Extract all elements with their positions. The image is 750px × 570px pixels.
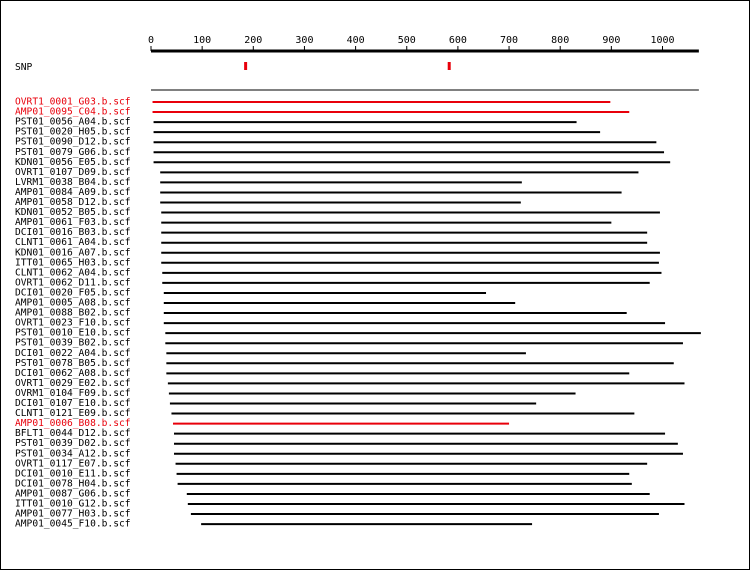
read-label: CLNT1_0061_A04.b.scf <box>15 237 131 248</box>
read-label: BFLT1_0044_D12.b.scf <box>15 428 131 439</box>
read-label: PST01_0056_A04.b.scf <box>15 117 131 128</box>
snp-label: SNP <box>15 62 33 73</box>
read-label: OVRT1_0107_D09.b.scf <box>15 167 131 178</box>
read-label: KDN01_0052_B05.b.scf <box>15 207 131 218</box>
snp-marker <box>447 62 451 70</box>
axis-tick-label: 1000 <box>650 35 674 46</box>
read-label: PST01_0010_E10.b.scf <box>15 328 131 339</box>
read-label: AMP01_0058_D12.b.scf <box>15 197 131 208</box>
axis-tick-label: 100 <box>193 35 211 46</box>
read-label: PST01_0039_B02.b.scf <box>15 338 131 349</box>
read-label: ITT01_0010_G12.b.scf <box>15 499 131 510</box>
read-label: AMP01_0061_F03.b.scf <box>15 217 131 228</box>
read-label: DCI01_0022_A04.b.scf <box>15 348 131 359</box>
axis-tick-label: 500 <box>398 35 416 46</box>
read-label: DCI01_0020_F05.b.scf <box>15 287 131 298</box>
read-label: AMP01_0045_F10.b.scf <box>15 519 131 530</box>
axis-tick-label: 700 <box>500 35 518 46</box>
read-label: OVRM1_0104_F09.b.scf <box>15 388 131 399</box>
read-label: DCI01_0016_B03.b.scf <box>15 227 131 238</box>
axis-tick-label: 300 <box>295 35 313 46</box>
read-label: OVRT1_0029_E02.b.scf <box>15 378 131 389</box>
read-label: AMP01_0095_C04.b.scf <box>15 107 131 118</box>
read-label: KDN01_0016_A07.b.scf <box>15 247 131 258</box>
read-label: AMP01_0084_A09.b.scf <box>15 187 131 198</box>
read-label: DCI01_0062_A08.b.scf <box>15 368 131 379</box>
read-label: AMP01_0087_G06.b.scf <box>15 488 131 499</box>
read-label: LVRM1_0038_B04.b.scf <box>15 177 131 188</box>
read-label: PST01_0079_G06.b.scf <box>15 147 131 158</box>
read-label: OVRT1_0001_G03.b.scf <box>15 97 131 108</box>
read-label: DCI01_0107_E10.b.scf <box>15 398 131 409</box>
read-label: AMP01_0005_A08.b.scf <box>15 298 131 309</box>
read-label: OVRT1_0062_D11.b.scf <box>15 277 131 288</box>
axis-tick-label: 600 <box>449 35 467 46</box>
read-label: KDN01_0056_E05.b.scf <box>15 157 131 168</box>
read-label: PST01_0090_D12.b.scf <box>15 137 131 148</box>
axis-tick-label: 0 <box>148 35 154 46</box>
axis-tick-label: 800 <box>551 35 569 46</box>
axis-tick-label: 200 <box>244 35 262 46</box>
read-label: PST01_0020_H05.b.scf <box>15 127 131 138</box>
read-label: AMP01_0088_B02.b.scf <box>15 308 131 319</box>
read-label: PST01_0039_D02.b.scf <box>15 438 131 449</box>
read-label: PST01_0078_B05.b.scf <box>15 358 131 369</box>
read-label: AMP01_0077_H03.b.scf <box>15 509 131 520</box>
read-label: PST01_0034_A12.b.scf <box>15 448 131 459</box>
read-label: DCI01_0078_H04.b.scf <box>15 478 131 489</box>
axis-tick-label: 900 <box>602 35 620 46</box>
axis-tick-label: 400 <box>347 35 365 46</box>
read-label: OVRT1_0023_F10.b.scf <box>15 318 131 329</box>
read-label: CLNT1_0121_E09.b.scf <box>15 408 131 419</box>
read-label: OVRT1_0117_E07.b.scf <box>15 458 131 469</box>
snp-marker <box>244 62 248 70</box>
read-label: AMP01_0006_B08.b.scf <box>15 418 131 429</box>
read-label: DCI01_0010_E11.b.scf <box>15 468 131 479</box>
read-label: CLNT1_0062_A04.b.scf <box>15 267 131 278</box>
read-label: ITT01_0065_H03.b.scf <box>15 257 131 268</box>
